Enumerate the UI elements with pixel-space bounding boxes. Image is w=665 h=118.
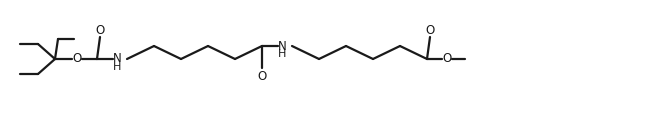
Text: N: N	[277, 40, 287, 53]
Text: N: N	[112, 53, 122, 65]
Text: H: H	[278, 49, 286, 59]
Text: H: H	[113, 62, 121, 72]
Text: O: O	[257, 70, 267, 82]
Text: O: O	[95, 23, 104, 36]
Text: O: O	[72, 53, 82, 65]
Text: O: O	[442, 53, 452, 65]
Text: O: O	[426, 23, 435, 36]
